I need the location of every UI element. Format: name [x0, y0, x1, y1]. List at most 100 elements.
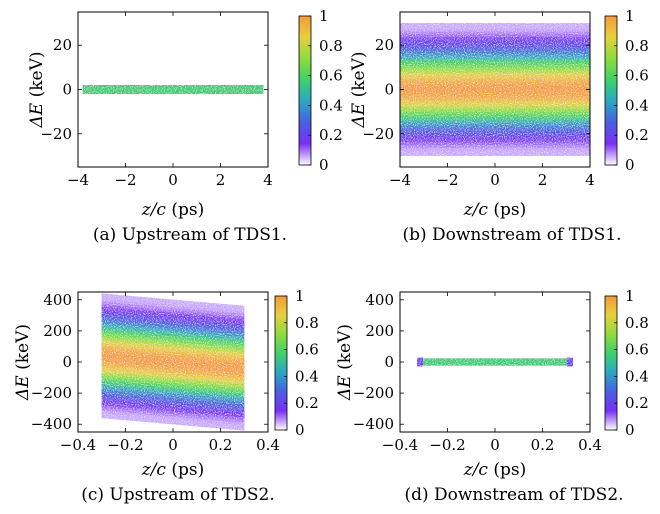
x-axis-label: z/c (ps) [141, 200, 205, 220]
density-strip [400, 103, 590, 107]
y-tick-label: −20 [40, 125, 72, 143]
colorbar-tick-label: 0 [625, 156, 635, 174]
density-strip [400, 86, 590, 90]
y-tick-label: 0 [62, 353, 72, 371]
colorbar-tick-label: 0.2 [319, 126, 343, 144]
colorbar-tick-label: 0.8 [295, 314, 319, 332]
density-strip [400, 25, 590, 29]
y-tick-label: −200 [31, 384, 72, 402]
colorbar-tick-label: 1 [625, 287, 635, 305]
density-strip [400, 108, 590, 112]
density-strip [400, 31, 590, 35]
panel-caption: (c) Upstream of TDS2. [81, 485, 275, 505]
colorbar [274, 295, 288, 431]
y-axis-label: ΔE (keV) [349, 52, 369, 129]
density-strip [400, 75, 590, 79]
x-tick-label: −2 [114, 171, 136, 189]
colorbar-tick-label: 1 [625, 7, 635, 25]
colorbar-tick-label: 0.6 [625, 341, 649, 359]
x-tick-label: 0.4 [256, 436, 280, 454]
x-tick-label: 2 [216, 171, 226, 189]
y-axis-label: ΔE (keV) [27, 52, 47, 129]
y-tick-label: 20 [53, 36, 72, 54]
x-tick-label: −4 [389, 171, 411, 189]
colorbar-tick-label: 0.4 [625, 367, 649, 385]
colorbar [604, 295, 618, 431]
panel-caption: (d) Downstream of TDS2. [404, 485, 623, 505]
density-strip [400, 28, 590, 32]
x-tick-label: −4 [67, 171, 89, 189]
density-strip [400, 83, 590, 87]
density-strip [400, 130, 590, 135]
x-tick-label: 0 [490, 171, 500, 189]
panel-caption: (a) Upstream of TDS1. [93, 225, 287, 245]
y-tick-label: 0 [384, 353, 394, 371]
y-axis-label: ΔE (keV) [335, 324, 355, 401]
colorbar-tick-label: 0 [295, 421, 305, 439]
density-strip [400, 50, 590, 54]
x-tick-label: 0 [168, 171, 178, 189]
phase-space-density [400, 22, 590, 157]
y-tick-label: 0 [62, 81, 72, 99]
phase-space-density [417, 357, 573, 367]
density-strip [400, 80, 590, 85]
density-strip [400, 36, 590, 40]
x-tick-label: −0.2 [107, 436, 143, 454]
density-strip [400, 128, 590, 132]
colorbar-tick-label: 0.8 [319, 37, 343, 55]
density-strip [400, 144, 590, 148]
x-axis-label: z/c (ps) [463, 200, 527, 220]
colorbar [298, 15, 312, 166]
band-tip-left [417, 357, 423, 367]
x-tick-label: −0.4 [60, 436, 96, 454]
density-strip [400, 42, 590, 46]
x-tick-label: 2 [538, 171, 548, 189]
y-tick-label: −20 [362, 125, 394, 143]
y-tick-label: 400 [365, 291, 394, 309]
density-strip [400, 69, 590, 74]
colorbar-tick-label: 0.8 [625, 314, 649, 332]
y-tick-label: 0 [384, 81, 394, 99]
density-strip [400, 152, 590, 157]
y-tick-label: 400 [43, 291, 72, 309]
panel-c: −0.4 −0.2 0 0.2 0.4 −400 −200 0 200 400 z/c (ps) ΔE… [13, 287, 319, 505]
x-tick-label: −2 [436, 171, 458, 189]
y-tick-label: 200 [365, 322, 394, 340]
y-tick-label: 200 [43, 322, 72, 340]
colorbar-tick-label: 0.2 [295, 394, 319, 412]
x-tick-label: 4 [263, 171, 273, 189]
y-tick-label: −400 [353, 415, 394, 433]
density-strip [101, 293, 245, 309]
density-strip [400, 67, 590, 71]
colorbar [604, 15, 618, 166]
density-strip [400, 147, 590, 151]
density-strip [400, 116, 590, 121]
density-strip [400, 22, 590, 26]
density-strip [400, 47, 590, 51]
density-strip [400, 133, 590, 137]
panel-d: −0.4 −0.2 0 0.2 0.4 −400 −200 0 200 400 z/c (ps) ΔE… [335, 287, 649, 505]
density-strip [400, 78, 590, 82]
colorbar-tick-label: 0.2 [625, 126, 649, 144]
y-tick-label: 20 [375, 36, 394, 54]
density-strip [400, 141, 590, 146]
x-tick-label: 0.2 [209, 436, 233, 454]
density-strip [400, 45, 590, 49]
density-strip [400, 92, 590, 96]
colorbar-tick-label: 0.4 [625, 96, 649, 114]
colorbar-tick-label: 0.4 [295, 367, 319, 385]
density-strip [400, 64, 590, 68]
x-tick-label: 4 [585, 171, 595, 189]
density-strip [400, 122, 590, 126]
density-strip [400, 114, 590, 118]
x-tick-label: 0 [168, 436, 178, 454]
colorbar-tick-label: 0 [319, 156, 329, 174]
density-strip [400, 139, 590, 143]
density-strip [400, 119, 590, 123]
y-tick-label: −200 [353, 384, 394, 402]
density-strip [400, 53, 590, 57]
phase-space-density [82, 84, 264, 95]
density-strip [400, 72, 590, 76]
